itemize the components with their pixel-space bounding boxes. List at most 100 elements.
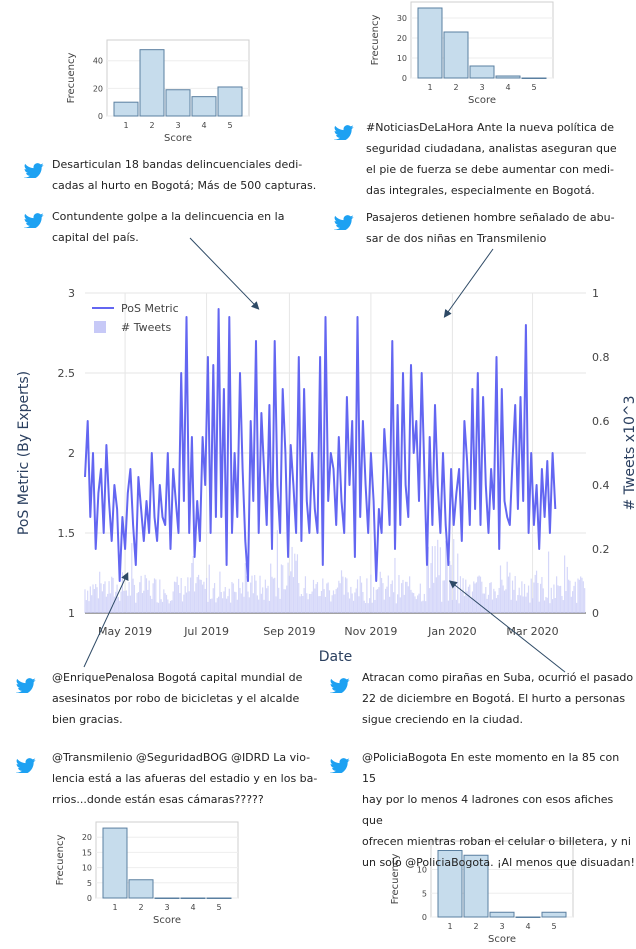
tweet-bar bbox=[308, 593, 311, 613]
tweet-line: cadas al hurto en Bogotá; Más de 500 cap… bbox=[52, 179, 317, 192]
tweet-bar bbox=[542, 588, 544, 613]
annotation-arrow bbox=[443, 248, 494, 318]
tweet-bar bbox=[421, 601, 423, 613]
histogram-y-label: Frecuency bbox=[390, 854, 401, 905]
tweet-bar bbox=[401, 583, 403, 613]
histogram-bar bbox=[521, 77, 547, 79]
y2-tick-label: 0 bbox=[592, 607, 599, 620]
tweet-bar bbox=[205, 577, 208, 613]
tweet-bar bbox=[386, 586, 388, 613]
tweet-bar bbox=[435, 577, 437, 613]
tweet-bar bbox=[564, 555, 566, 613]
tweet-bar bbox=[331, 595, 333, 613]
tweet-line: Contundente golpe a la delincuencia en l… bbox=[52, 210, 285, 223]
tweet-bar bbox=[411, 592, 413, 613]
tweet-bar bbox=[459, 576, 462, 613]
tweet-bar bbox=[390, 583, 392, 613]
tweet-bar bbox=[99, 571, 101, 613]
tweet-bar bbox=[260, 593, 262, 613]
tweet-bar bbox=[354, 592, 356, 613]
tweet-bar bbox=[397, 594, 399, 613]
tweet-bar bbox=[201, 584, 204, 613]
tweet-line: Pasajeros detienen hombre señalado de ab… bbox=[366, 211, 615, 224]
tweet-bar bbox=[356, 579, 359, 613]
tweet-line: #NoticiasDeLaHora Ante la nueva política… bbox=[366, 121, 615, 134]
y-axis-label: PoS Metric (By Experts) bbox=[16, 371, 32, 535]
tweet-line: 22 de diciembre en Bogotá. El hurto a pe… bbox=[362, 692, 626, 705]
histogram-x-label: Score bbox=[164, 133, 192, 144]
tweet-bar bbox=[379, 571, 381, 613]
tweet-text: #NoticiasDeLaHora Ante la nueva política… bbox=[366, 117, 617, 201]
tweet-bar bbox=[417, 595, 419, 613]
tweet-bar bbox=[258, 599, 260, 613]
tweet-bar bbox=[473, 581, 475, 613]
tweet-line: rrios...donde están esas cámaras????? bbox=[52, 793, 264, 806]
tweet-bar bbox=[85, 600, 87, 613]
tweet-bar bbox=[87, 590, 89, 613]
tweet-bar bbox=[171, 600, 173, 613]
tweet-bar bbox=[383, 599, 385, 613]
tweet-bar bbox=[560, 585, 562, 613]
histogram-x-tick: 1 bbox=[447, 922, 452, 931]
tweet-bar bbox=[467, 586, 470, 613]
tweet-bar bbox=[565, 591, 567, 613]
tweet-bar bbox=[191, 563, 193, 613]
y-tick-label: 1 bbox=[68, 607, 75, 620]
histogram-x-tick: 5 bbox=[531, 83, 536, 92]
tweet-bar bbox=[128, 582, 130, 613]
tweet-bar bbox=[219, 571, 221, 613]
tweet-bar bbox=[535, 570, 538, 613]
tweet-bar bbox=[306, 593, 308, 613]
tweet-bar bbox=[493, 588, 495, 613]
tweet-bar bbox=[299, 596, 301, 613]
tweet-bar bbox=[184, 586, 186, 613]
tweet-bar bbox=[180, 578, 182, 613]
tweet-bar bbox=[557, 585, 559, 613]
tweet-bar bbox=[533, 582, 535, 613]
tweet-bar bbox=[550, 587, 552, 613]
tweet-bar bbox=[387, 575, 389, 613]
tweet-bar bbox=[322, 578, 324, 613]
tweet-bar bbox=[231, 582, 233, 613]
tweet-bar bbox=[429, 588, 431, 613]
tweet-bar bbox=[223, 591, 225, 613]
y-tick-label: 3 bbox=[68, 287, 75, 300]
histogram-bar bbox=[489, 911, 515, 918]
tweet-bar bbox=[370, 574, 372, 613]
tweet-bar bbox=[336, 587, 339, 613]
tweet-bar bbox=[197, 574, 200, 613]
tweet-bar bbox=[97, 598, 99, 613]
tweet-bar bbox=[204, 588, 206, 613]
histogram-bar bbox=[102, 827, 128, 899]
tweet-bar bbox=[385, 588, 387, 613]
tweet-bar bbox=[455, 599, 458, 613]
tweet-bar bbox=[509, 572, 511, 613]
tweet-bar bbox=[347, 592, 349, 613]
tweet-bar bbox=[119, 600, 121, 613]
tweet-bar bbox=[298, 583, 300, 613]
tweet-bar bbox=[375, 589, 377, 613]
twitter-bird-icon bbox=[23, 211, 44, 232]
tweet-bar bbox=[300, 594, 303, 613]
tweet-bar bbox=[143, 590, 145, 613]
tweet-bar bbox=[211, 598, 213, 613]
tweet-bar bbox=[312, 579, 315, 613]
tweet-bar bbox=[558, 586, 560, 613]
tweet-bar bbox=[254, 575, 256, 613]
main-chart: 1 1.5 2 2.5 3 0 0.2 0.4 0.6 0.8 1 May 2019 Jul 2019 S… bbox=[16, 287, 636, 665]
tweet-bar bbox=[568, 579, 570, 613]
tweet-bar bbox=[207, 601, 209, 613]
tweet-bar bbox=[344, 577, 347, 613]
tweet-bar bbox=[227, 596, 229, 613]
tweet-bar bbox=[423, 593, 425, 613]
tweet-bar bbox=[362, 591, 364, 613]
twitter-bird-icon bbox=[329, 756, 350, 777]
hist-top-right: 0 10 20 30 1 2 3 4 5 Score Frecuency bbox=[370, 1, 554, 106]
tweet-bar bbox=[574, 581, 576, 613]
histogram-bar bbox=[437, 850, 463, 918]
tweet-bar bbox=[124, 590, 126, 613]
tweet-bar bbox=[546, 597, 548, 613]
histogram-y-label: Frecuency bbox=[370, 15, 381, 66]
tweet-bar bbox=[441, 601, 443, 613]
tweet-bar bbox=[372, 587, 375, 613]
